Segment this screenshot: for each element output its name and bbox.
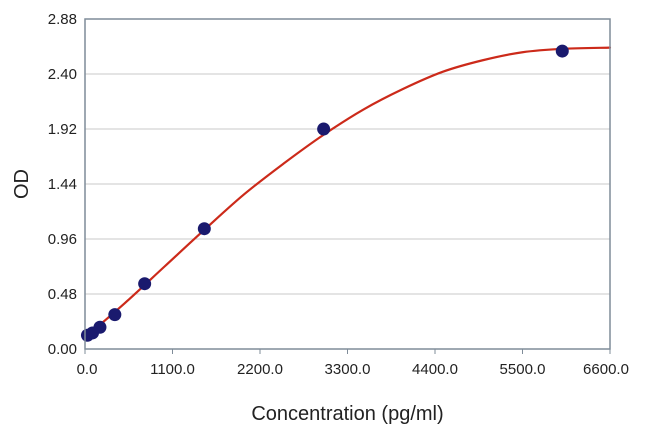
fitted-curve-line	[83, 46, 612, 339]
y-axis-title: OD	[11, 169, 33, 199]
x-tick-label: 1100.0	[150, 361, 195, 378]
y-tick-label: 1.44	[48, 176, 77, 193]
x-axis-title: Concentration (pg/ml)	[251, 403, 443, 425]
data-point	[138, 277, 152, 291]
y-tick-label: 0.00	[48, 341, 77, 358]
plot-frame	[84, 18, 611, 350]
y-tick-label: 2.40	[48, 66, 77, 83]
tick-label-layer: 0.00 0.48 0.96 1.44 1.92 2.40 2.88 0.0 1100.0 220…	[48, 11, 629, 378]
fitted-curve-layer	[83, 46, 612, 339]
data-point	[108, 308, 122, 322]
x-tick-label: 4400.0	[412, 361, 458, 378]
data-point	[93, 320, 107, 334]
data-point	[197, 222, 211, 236]
x-tick-label: 5500.0	[500, 361, 546, 378]
y-tick-label: 2.88	[48, 11, 77, 28]
data-point	[317, 122, 331, 136]
x-tick-label: 2200.0	[237, 361, 283, 378]
y-tick-label: 1.92	[48, 121, 77, 138]
y-tick-label: 0.48	[48, 286, 77, 303]
x-tick-label: 6600.0	[583, 361, 629, 378]
data-point-layer	[80, 44, 569, 342]
data-point	[555, 44, 569, 58]
grid-layer	[85, 73, 610, 295]
x-tick-label: 0.0	[77, 361, 98, 378]
y-tick-label: 0.96	[48, 231, 77, 248]
x-tick-label: 3300.0	[325, 361, 371, 378]
